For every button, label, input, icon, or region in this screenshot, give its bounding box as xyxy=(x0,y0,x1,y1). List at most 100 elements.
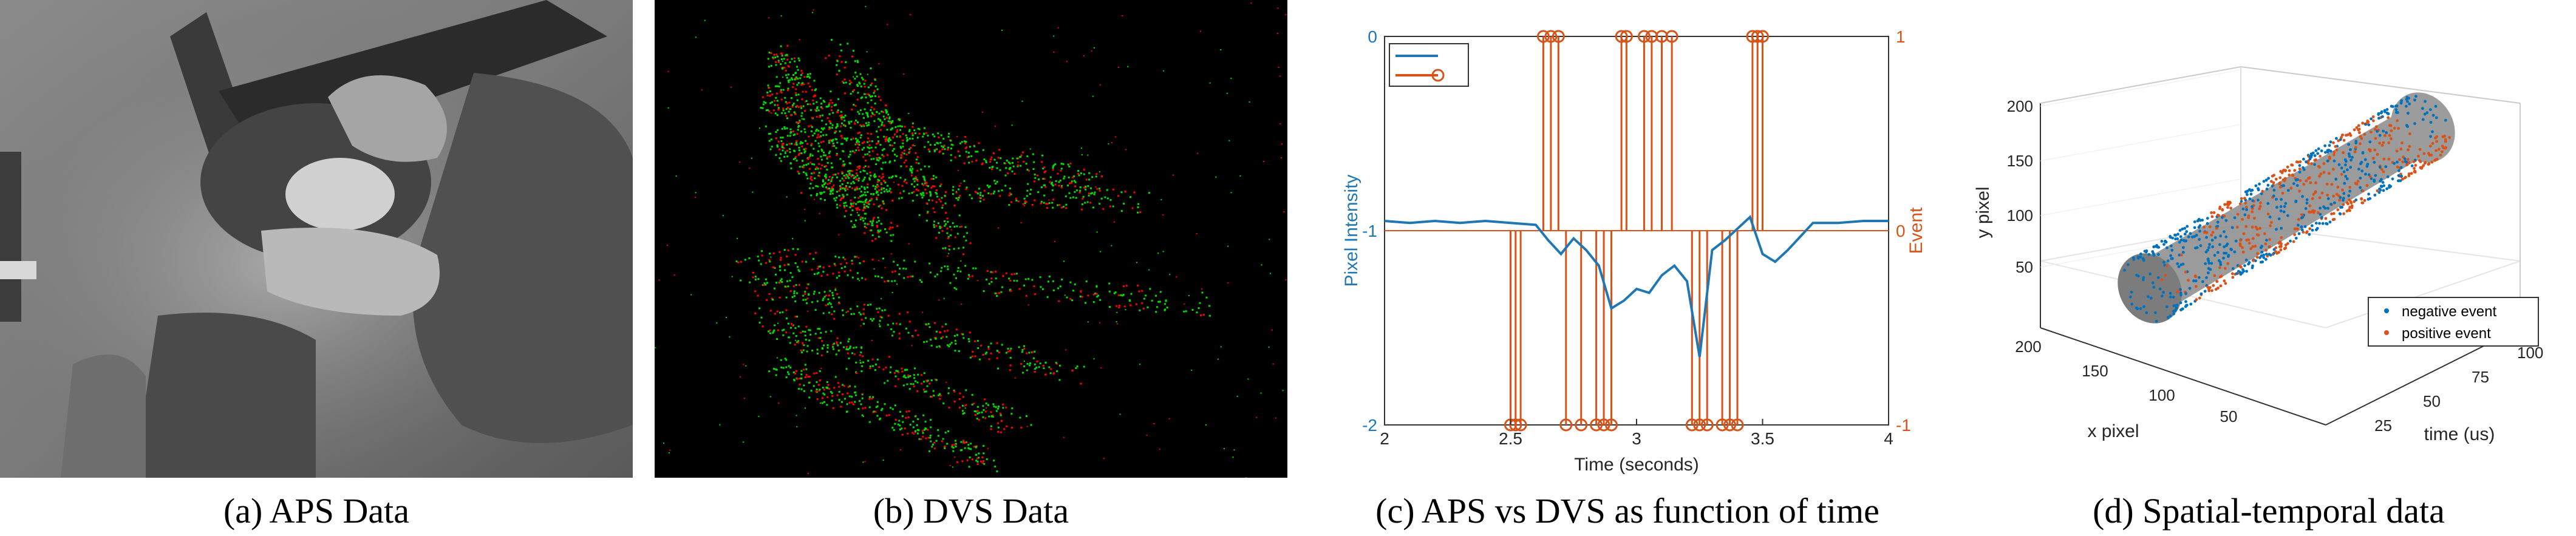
dvs-event-dot xyxy=(930,396,933,398)
spatial-event-dot xyxy=(2207,262,2211,265)
dvs-noise-dot xyxy=(1279,75,1281,77)
dvs-event-dot xyxy=(779,251,781,253)
spatial-event-dot xyxy=(2181,262,2185,266)
dvs-event-dot xyxy=(1117,195,1119,197)
dvs-event-dot xyxy=(855,203,857,205)
dvs-event-dot xyxy=(881,121,884,124)
spatial-event-dot xyxy=(2195,298,2198,302)
dvs-event-dot xyxy=(901,433,904,436)
spatial-event-dot xyxy=(2258,256,2261,259)
spatial-event-dot xyxy=(2162,243,2165,246)
spatial-event-dot xyxy=(2176,262,2179,265)
dvs-event-dot xyxy=(780,58,783,60)
dvs-event-dot xyxy=(1080,290,1082,292)
dvs-event-dot xyxy=(988,358,990,361)
dvs-event-dot xyxy=(850,313,853,315)
dvs-event-dot xyxy=(1118,304,1120,307)
dvs-event-dot xyxy=(796,143,798,146)
spatial-event-dot xyxy=(2179,293,2182,297)
dvs-event-dot xyxy=(765,109,768,112)
spatial-event-dot xyxy=(2226,262,2230,265)
dvs-event-dot xyxy=(822,134,825,137)
dvs-event-dot xyxy=(805,260,807,263)
legend xyxy=(1389,43,1469,87)
spatial-event-dot xyxy=(2448,136,2452,139)
spatial-event-dot xyxy=(2366,119,2370,123)
dvs-noise-dot xyxy=(871,339,873,341)
dvs-event-dot xyxy=(939,393,941,395)
dvs-event-dot xyxy=(769,310,772,312)
dvs-event-dot xyxy=(816,166,818,169)
dvs-event-dot xyxy=(845,202,847,204)
spatial-event-dot xyxy=(2342,170,2346,174)
dvs-event-dot xyxy=(828,178,830,181)
dvs-event-dot xyxy=(823,388,825,391)
dvs-event-dot xyxy=(824,154,826,157)
dvs-event-dot xyxy=(1043,178,1046,180)
dvs-event-dot xyxy=(848,186,851,188)
dvs-event-dot xyxy=(1043,166,1046,169)
spatial-event-dot xyxy=(2395,149,2399,153)
dvs-event-dot xyxy=(902,267,905,270)
dvs-event-dot xyxy=(1057,204,1059,206)
dvs-event-dot xyxy=(837,350,840,352)
dvs-noise-dot xyxy=(1270,273,1271,274)
spatial-event-dot xyxy=(2360,137,2363,140)
dvs-noise-dot xyxy=(1226,92,1228,94)
dvs-event-dot xyxy=(857,143,859,145)
dvs-event-dot xyxy=(921,196,924,198)
spatial-event-dot xyxy=(2205,231,2209,234)
dvs-event-dot xyxy=(894,422,896,425)
dvs-event-dot xyxy=(838,385,840,388)
dvs-event-dot xyxy=(1021,348,1024,351)
dvs-event-dot xyxy=(876,186,878,189)
dvs-event-dot xyxy=(1120,294,1122,296)
dvs-event-dot xyxy=(927,211,929,213)
dvs-event-dot xyxy=(850,202,852,205)
dvs-event-dot xyxy=(805,148,807,150)
dvs-event-dot xyxy=(1092,301,1095,303)
dvs-event-dot xyxy=(938,151,941,154)
dvs-event-dot xyxy=(1052,166,1054,169)
dvs-event-dot xyxy=(863,203,865,206)
dvs-event-dot xyxy=(915,176,917,178)
dvs-event-dot xyxy=(786,280,789,282)
dvs-event-dot xyxy=(814,177,816,180)
dvs-event-dot xyxy=(804,293,806,295)
dvs-event-dot xyxy=(839,158,842,160)
dvs-event-dot xyxy=(828,152,830,154)
dvs-event-dot xyxy=(953,334,956,337)
spatial-event-dot xyxy=(2376,129,2379,133)
dvs-event-dot xyxy=(802,294,805,297)
dvs-event-dot xyxy=(876,197,878,199)
dvs-event-dot xyxy=(786,102,788,104)
spatial-event-dot xyxy=(2347,208,2351,212)
dvs-event-dot xyxy=(780,359,782,361)
dvs-event-dot xyxy=(848,172,851,175)
dvs-event-dot xyxy=(782,107,785,110)
dvs-event-dot xyxy=(1042,365,1044,367)
spatial-event-dot xyxy=(2259,246,2263,249)
dvs-event-dot xyxy=(981,411,983,413)
event-marker xyxy=(1756,30,1769,43)
dvs-event-dot xyxy=(1007,348,1009,350)
dvs-event-dot xyxy=(915,161,918,164)
dvs-event-dot xyxy=(938,231,940,234)
dvs-event-dot xyxy=(823,199,826,201)
dvs-event-dot xyxy=(983,189,986,192)
spatial-event-dot xyxy=(2172,296,2175,299)
dvs-event-dot xyxy=(858,209,860,211)
dvs-event-dot xyxy=(895,175,898,178)
dvs-event-dot xyxy=(838,271,840,274)
dvs-event-dot xyxy=(802,330,804,333)
dvs-event-dot xyxy=(992,415,994,417)
dvs-event-dot xyxy=(983,452,985,455)
dvs-event-dot xyxy=(866,202,868,205)
dvs-event-dot xyxy=(800,105,802,107)
dvs-event-dot xyxy=(1090,187,1092,189)
dvs-event-dot xyxy=(1006,425,1008,427)
dvs-event-dot xyxy=(1058,364,1061,367)
dvs-noise-dot xyxy=(1116,311,1118,313)
spatial-event-dot xyxy=(2223,279,2226,283)
dvs-event-dot xyxy=(891,200,894,202)
